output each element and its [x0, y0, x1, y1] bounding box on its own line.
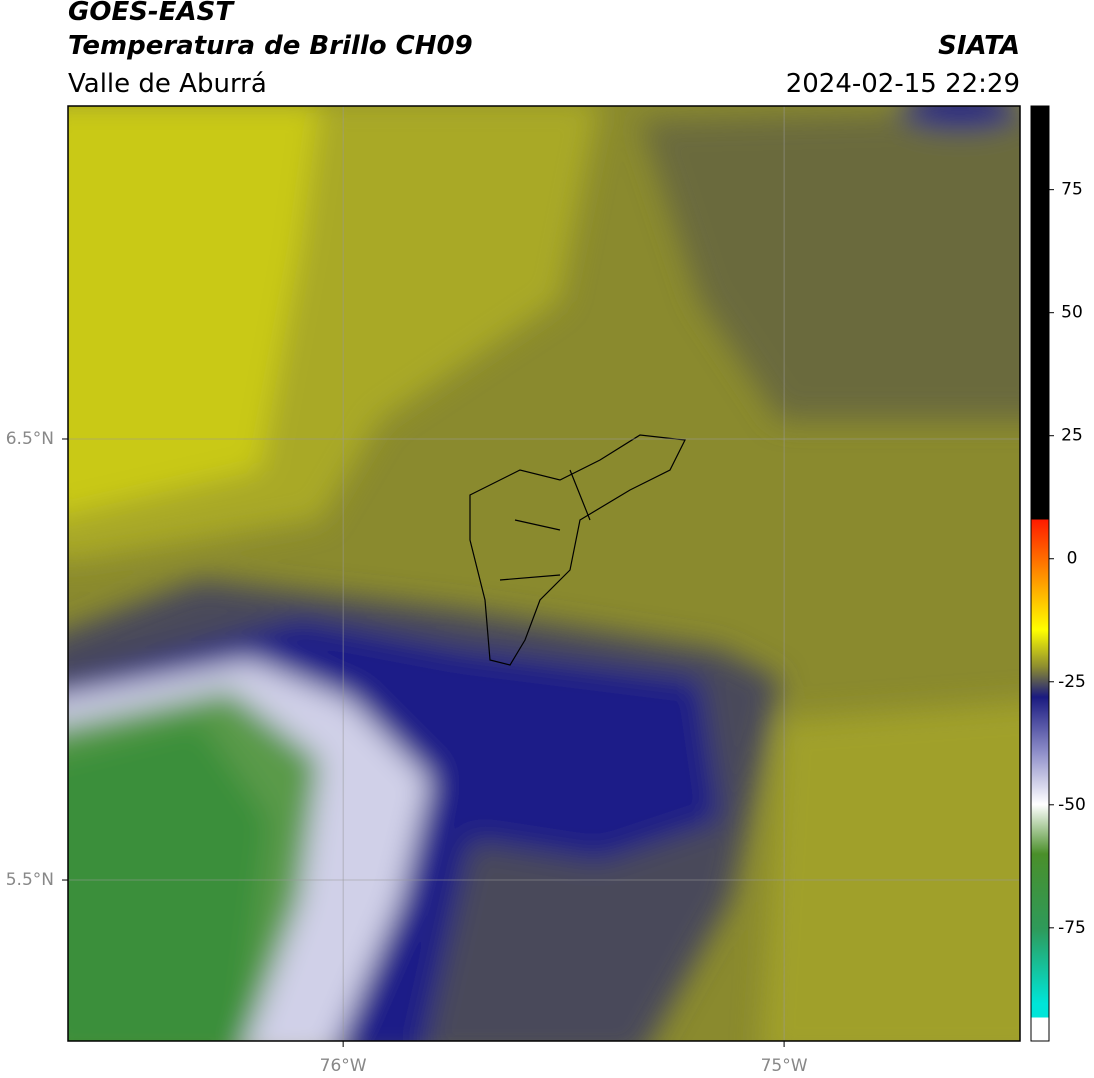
source: SIATA: [938, 31, 1020, 61]
datetime: 2024-02-15 22:29: [786, 69, 1020, 99]
colorbar-tick-label: 25: [1061, 426, 1083, 446]
map-frame: [67, 105, 1021, 1042]
colorbar: [1030, 105, 1050, 1042]
colorbar-tick-label: 75: [1061, 180, 1083, 200]
graticule: [68, 106, 1020, 1041]
colorbar-tick-label: -25: [1058, 672, 1086, 692]
region: Valle de Aburrá: [68, 69, 267, 99]
x-tick-label: 75°W: [761, 1056, 808, 1076]
y-tick-label: 6.5°N: [6, 429, 54, 449]
subtitle: Temperatura de Brillo CH09: [68, 31, 473, 61]
y-tick-label: 5.5°N: [6, 870, 54, 890]
aburra-outline: [469, 434, 686, 666]
colorbar-tick-label: 0: [1067, 549, 1078, 569]
colorbar-tick-label: 50: [1061, 303, 1083, 323]
colorbar-tick-label: -75: [1058, 918, 1086, 938]
temperature-field: [68, 106, 1020, 1041]
x-tick-label: 76°W: [320, 1056, 367, 1076]
colorbar-tick-label: -50: [1058, 795, 1086, 815]
title: GOES-EAST: [68, 0, 235, 27]
